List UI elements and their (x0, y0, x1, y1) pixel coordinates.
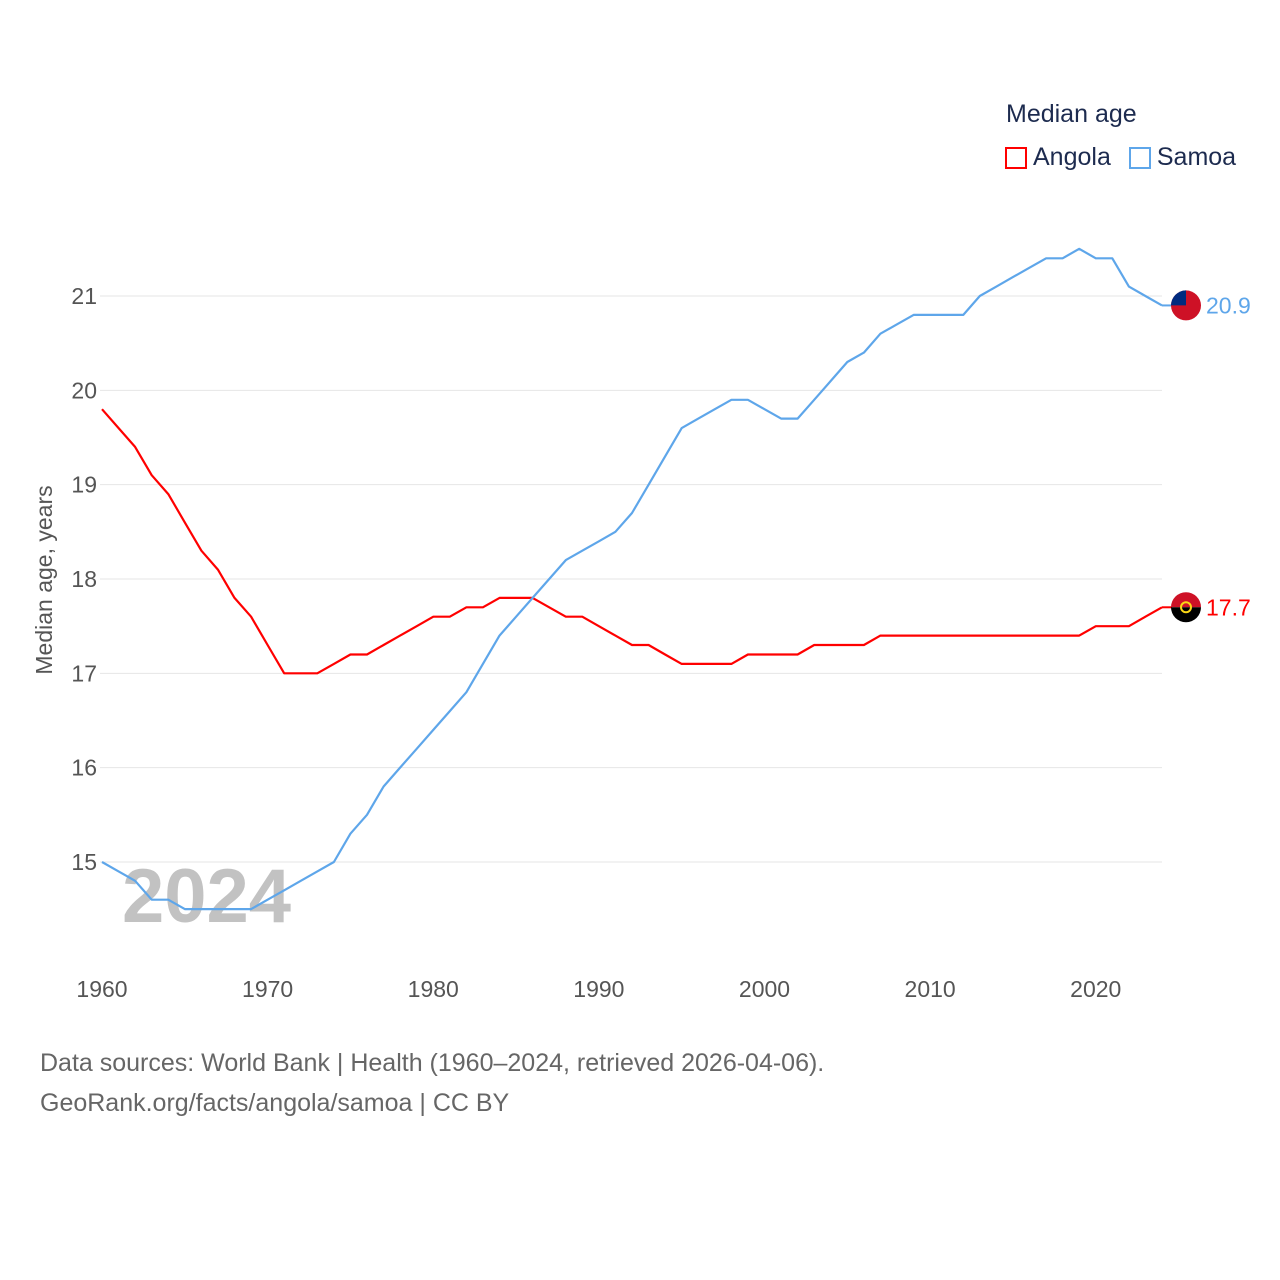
series-line-samoa (101, 247, 1163, 911)
source-link[interactable]: GeoRank.org/facts/angola/samoa | CC BY (40, 1089, 510, 1117)
y-tick-label: 15 (71, 849, 97, 875)
legend-label: Samoa (1156, 143, 1237, 171)
end-value-label: 17.7 (1206, 594, 1251, 620)
x-tick-label: 1990 (573, 976, 624, 1002)
y-tick-label: 20 (71, 377, 97, 403)
legend-title: Median age (1006, 100, 1137, 128)
flag-samoa-canton (1171, 290, 1186, 306)
legend-item-angola[interactable]: Angola (1005, 143, 1111, 172)
legend-label: Angola (1033, 143, 1111, 171)
year-watermark: 2024 (122, 854, 291, 939)
y-tick-label: 16 (71, 755, 97, 781)
legend-swatch-samoa (1128, 146, 1151, 169)
y-axis-label: Median age, years (31, 485, 57, 674)
y-tick-label: 17 (71, 660, 97, 686)
x-tick-label: 2020 (1070, 976, 1121, 1002)
flag-angola-icon-lower (1171, 607, 1201, 623)
legend: Angola Samoa (1005, 143, 1236, 172)
y-tick-label: 18 (71, 566, 97, 592)
legend-item-samoa[interactable]: Samoa (1128, 143, 1237, 172)
x-tick-label: 1970 (242, 976, 293, 1002)
flag-angola-emblem (1180, 601, 1192, 614)
x-tick-label: 2000 (739, 976, 790, 1002)
y-tick-label: 19 (71, 472, 97, 498)
source-line: Data sources: World Bank | Health (1960–… (40, 1049, 825, 1077)
flag-angola-icon (1171, 592, 1201, 608)
x-tick-label: 1980 (408, 976, 459, 1002)
series-line-angola (101, 408, 1163, 675)
legend-swatch-angola (1005, 146, 1027, 169)
x-tick-label: 2010 (905, 976, 956, 1002)
end-value-label: 20.9 (1206, 292, 1251, 318)
source-note: Data sources: World Bank | Health (1960–… (40, 1043, 824, 1123)
x-tick-label: 1960 (76, 976, 127, 1002)
y-tick-label: 21 (71, 283, 97, 309)
